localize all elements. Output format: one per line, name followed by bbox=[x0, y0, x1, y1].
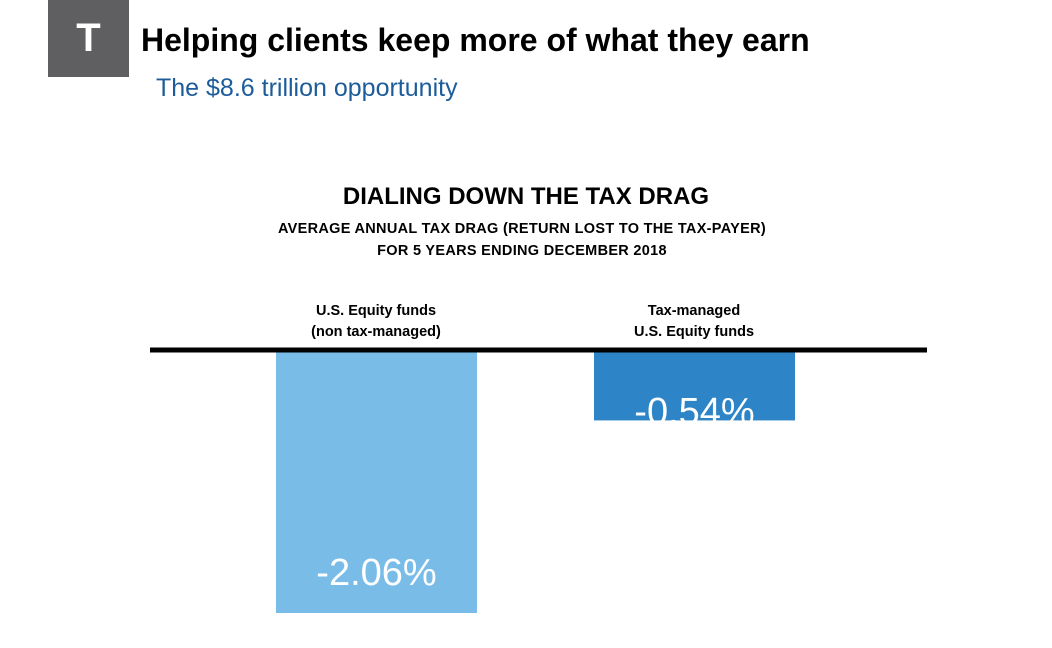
bar-1 bbox=[276, 352, 477, 613]
section-badge: T bbox=[48, 0, 129, 77]
category-label-line: U.S. Equity funds bbox=[315, 303, 437, 319]
category-label-1: U.S. Equity funds (non tax-managed) bbox=[256, 301, 496, 343]
bar-value-label: -2.06% bbox=[316, 552, 436, 594]
chart-subtitle-line1: AVERAGE ANNUAL TAX DRAG (RETURN LOST TO … bbox=[277, 221, 766, 237]
category-label-line: Tax-managed bbox=[647, 303, 741, 319]
chart-title: DIALING DOWN THE TAX DRAG bbox=[342, 183, 710, 210]
chart-subtitle-line2: FOR 5 YEARS ENDING DECEMBER 2018 bbox=[377, 243, 667, 259]
category-label-line: (non tax-managed) bbox=[311, 324, 441, 340]
bar-value-label: -0.54% bbox=[634, 391, 754, 433]
bar-2 bbox=[594, 352, 795, 421]
page-title: Helping clients keep more of what they e… bbox=[141, 22, 810, 58]
page-subtitle: The $8.6 trillion opportunity bbox=[156, 74, 458, 102]
category-label-line: U.S. Equity funds bbox=[633, 324, 755, 340]
category-label-2: Tax-managed U.S. Equity funds bbox=[574, 301, 814, 343]
